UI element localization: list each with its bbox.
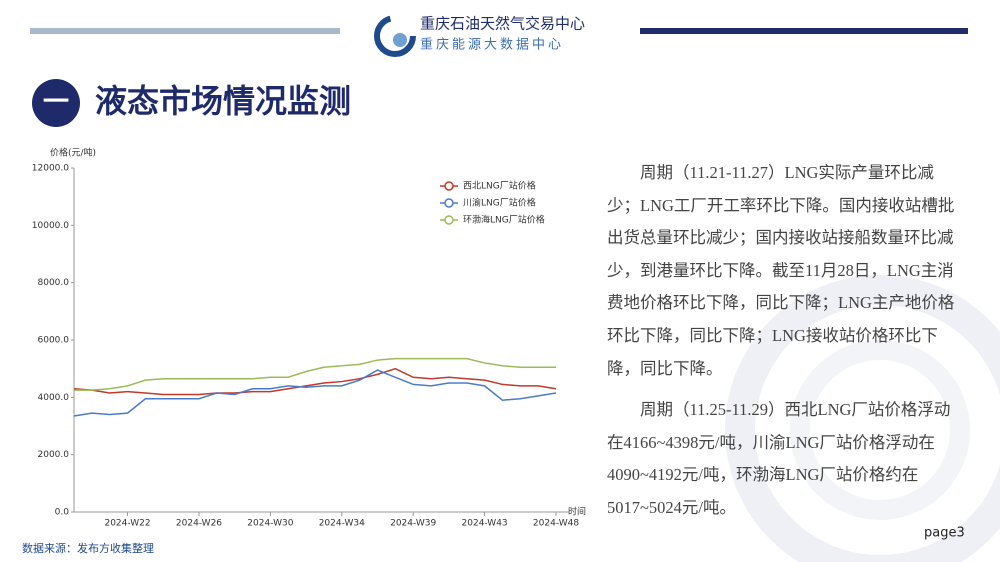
y-tick-label: 12000.0 xyxy=(32,164,69,174)
section-badge xyxy=(32,79,80,127)
source: 数据来源：发布方收集整理 xyxy=(22,541,154,555)
x-axis-label: 时间 xyxy=(568,506,586,518)
org: 重庆石油天然气交易中心 xyxy=(420,15,585,33)
section-number: 一 xyxy=(43,88,69,118)
series-line xyxy=(73,369,557,417)
page-number: page3 xyxy=(924,526,965,541)
y-tick-label: 4000.0 xyxy=(38,393,70,403)
legend-marker xyxy=(444,181,454,191)
legend-label: 川渝LNG厂站价格 xyxy=(463,197,536,209)
logo xyxy=(374,15,416,57)
y-tick-label: 0.0 xyxy=(55,508,70,518)
header-bar xyxy=(640,28,968,34)
decor xyxy=(790,340,970,520)
paragraph: 周期（11.21-11.27）LNG实际产量环比减少；LNG工厂开工率环比下降。… xyxy=(607,163,955,378)
x-tick-label: 2024-W48 xyxy=(533,519,579,529)
decor xyxy=(725,275,1000,562)
x-tick-label: 2024-W43 xyxy=(462,519,508,529)
legend-marker xyxy=(444,198,454,208)
header-bar xyxy=(30,28,340,34)
y-tick-label: 6000.0 xyxy=(38,336,70,346)
legend-marker xyxy=(444,215,454,225)
y-tick-label: 8000.0 xyxy=(38,278,70,288)
legend-label: 西北LNG厂站价格 xyxy=(463,180,536,192)
x-tick-label: 2024-W22 xyxy=(104,519,150,529)
series-line xyxy=(74,357,556,391)
section-title: 液态市场情况监测 xyxy=(95,82,351,120)
logo xyxy=(393,33,407,47)
x-tick-label: 2024-W39 xyxy=(390,519,436,529)
y-tick-label: 10000.0 xyxy=(32,221,69,231)
org-sub: 重庆能源大数据中心 xyxy=(420,37,564,53)
x-tick-label: 2024-W26 xyxy=(176,519,222,529)
x-tick-label: 2024-W30 xyxy=(247,519,293,529)
series-line xyxy=(73,367,557,396)
paragraph: 周期（11.25-11.29）西北LNG厂站价格浮动在4166~4398元/吨，… xyxy=(607,400,951,517)
y-tick-label: 2000.0 xyxy=(38,450,70,460)
legend-label: 环渤海LNG厂站价格 xyxy=(463,214,545,226)
x-tick-label: 2024-W34 xyxy=(319,519,365,529)
y-axis-label: 价格(元/吨) xyxy=(50,147,96,159)
